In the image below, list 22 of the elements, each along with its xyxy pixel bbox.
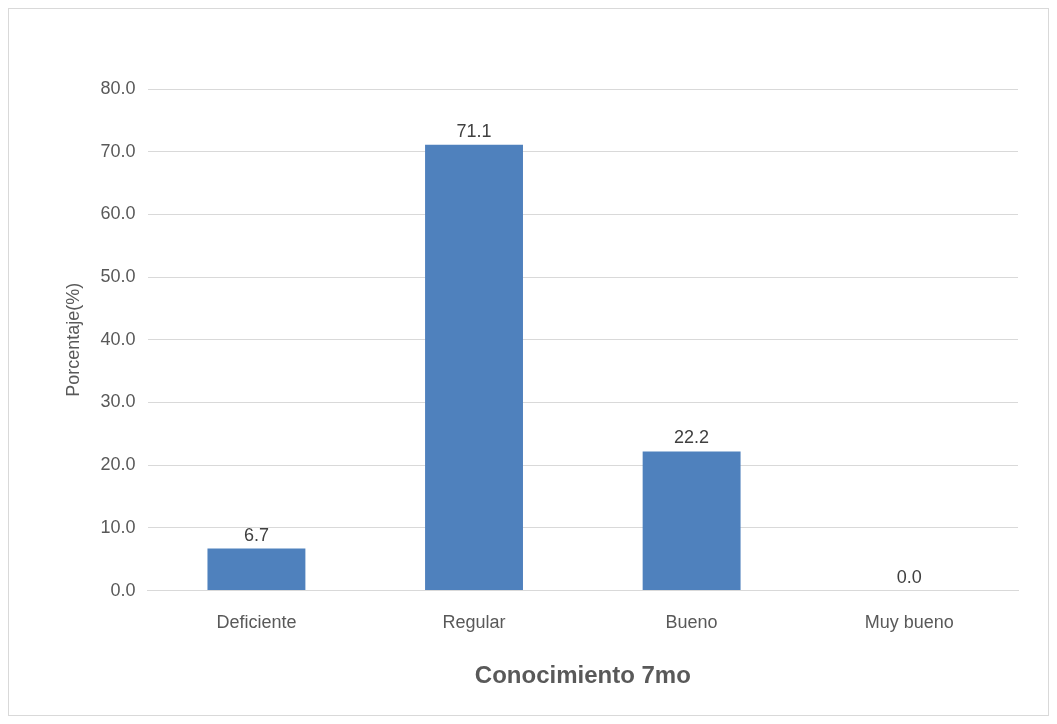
y-tick-label: 60.0	[100, 203, 136, 224]
y-tick-label: 40.0	[100, 328, 136, 349]
y-tick-label: 80.0	[100, 77, 136, 98]
data-label: 22.2	[674, 427, 710, 448]
bar	[425, 144, 523, 591]
x-tick-label: Muy bueno	[864, 612, 954, 633]
y-tick-label: 70.0	[100, 140, 136, 161]
x-tick-label: Deficiente	[216, 612, 297, 633]
x-axis-title: Conocimiento 7mo	[474, 661, 691, 689]
y-tick-label: 20.0	[100, 454, 136, 475]
x-tick-label: Bueno	[665, 612, 718, 633]
y-axis-title: Porcentaje(%)	[62, 282, 83, 397]
x-tick-label: Regular	[442, 612, 506, 633]
data-label: 0.0	[896, 566, 922, 587]
data-label: 6.7	[243, 524, 269, 545]
y-tick-label: 10.0	[100, 516, 136, 537]
bar	[642, 451, 741, 591]
y-tick-label: 0.0	[110, 579, 136, 600]
bar	[207, 548, 306, 591]
y-tick-label: 30.0	[100, 391, 136, 412]
data-label: 71.1	[456, 120, 492, 141]
y-tick-label: 50.0	[100, 266, 136, 287]
